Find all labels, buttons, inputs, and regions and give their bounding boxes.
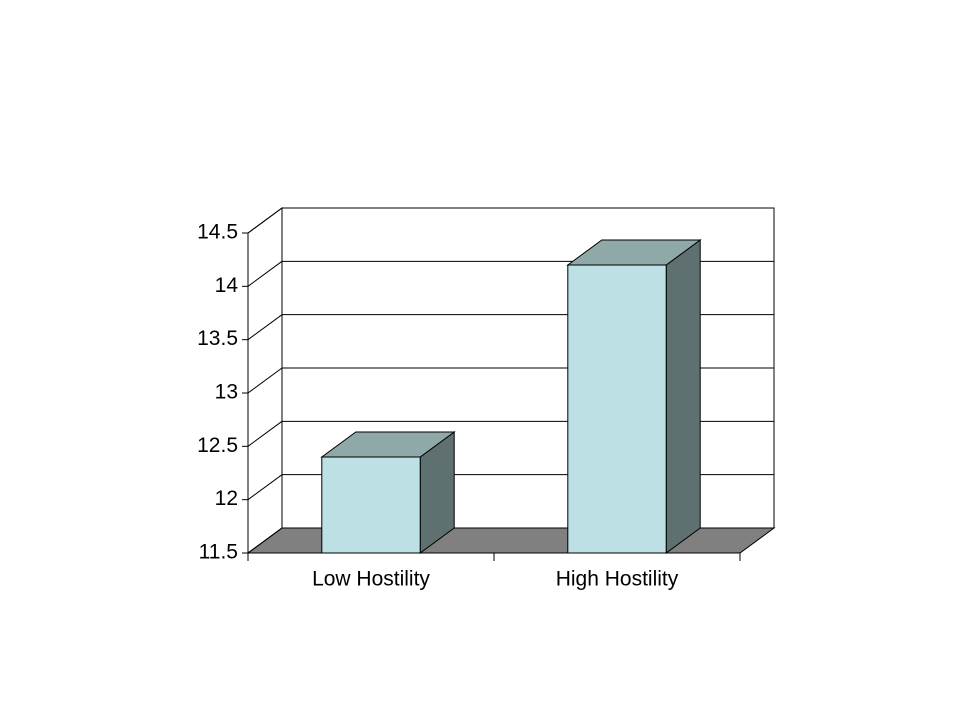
- y-tick-label: 12.5: [197, 434, 238, 457]
- y-tick-label: 14: [215, 274, 239, 297]
- grid-line: [247, 314, 283, 341]
- grid-line: [247, 367, 283, 394]
- grid-line: [247, 420, 283, 447]
- y-tick-label: 13.5: [197, 327, 238, 350]
- y-tick-label: 11.5: [199, 541, 238, 564]
- x-tick-label: Low Hostility: [312, 568, 430, 591]
- y-tick-label: 14.5: [197, 221, 238, 244]
- bar-side: [665, 239, 701, 554]
- grid-line: [247, 207, 283, 234]
- grid-line: [247, 474, 283, 501]
- y-tick-label: 13: [215, 381, 238, 404]
- y-tick-label: 12: [215, 487, 238, 510]
- bar: [321, 456, 421, 554]
- x-tick-label: High Hostility: [556, 568, 679, 591]
- bar: [567, 264, 667, 554]
- grid-line: [247, 527, 283, 554]
- grid-line: [247, 260, 283, 287]
